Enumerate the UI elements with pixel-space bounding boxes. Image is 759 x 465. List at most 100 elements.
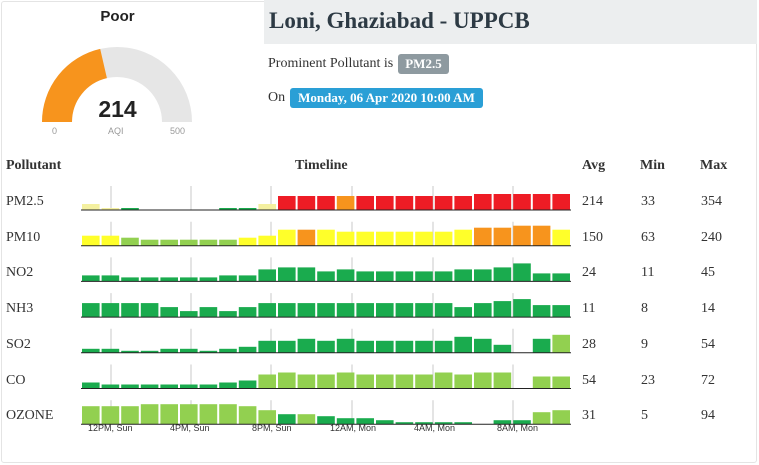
timeline-bar[interactable] xyxy=(238,237,257,246)
timeline-bar[interactable] xyxy=(278,372,296,389)
timeline-bar[interactable] xyxy=(532,225,551,246)
timeline-bar[interactable] xyxy=(121,237,139,246)
timeline-bar[interactable] xyxy=(199,384,218,389)
timeline-bar[interactable] xyxy=(82,275,100,282)
timeline-bar[interactable] xyxy=(180,348,198,353)
timeline-bar[interactable] xyxy=(238,208,257,210)
timeline-bar[interactable] xyxy=(297,338,316,353)
timeline-bar[interactable] xyxy=(199,307,218,318)
timeline-bar[interactable] xyxy=(415,374,433,389)
timeline-bar[interactable] xyxy=(493,344,512,353)
timeline-bar[interactable] xyxy=(356,303,374,318)
timeline-bar[interactable] xyxy=(434,231,453,246)
timeline-bar[interactable] xyxy=(219,382,237,389)
timeline-bar[interactable] xyxy=(552,334,570,353)
timeline-bar[interactable] xyxy=(552,410,570,425)
timeline-bar[interactable] xyxy=(532,305,551,318)
timeline-bar[interactable] xyxy=(258,374,276,389)
timeline-bar[interactable] xyxy=(474,338,492,353)
timeline-bar[interactable] xyxy=(82,348,100,353)
timeline-bar[interactable] xyxy=(199,404,218,425)
timeline-bar[interactable] xyxy=(238,380,257,389)
timeline-bar[interactable] xyxy=(317,340,335,353)
timeline-bar[interactable] xyxy=(180,277,198,282)
timeline-bar[interactable] xyxy=(82,204,100,210)
timeline-bar[interactable] xyxy=(552,305,570,318)
timeline-bar[interactable] xyxy=(317,303,335,318)
timeline-bar[interactable] xyxy=(160,348,178,353)
timeline-bar[interactable] xyxy=(356,231,374,246)
timeline-bar[interactable] xyxy=(258,269,276,282)
timeline-bar[interactable] xyxy=(140,350,159,353)
timeline-bar[interactable] xyxy=(278,340,296,353)
timeline-bar[interactable] xyxy=(317,374,335,389)
timeline-bar[interactable] xyxy=(199,277,218,282)
timeline-bar[interactable] xyxy=(180,311,198,318)
timeline-bar[interactable] xyxy=(219,208,237,210)
timeline-bar[interactable] xyxy=(121,406,139,425)
timeline-bar[interactable] xyxy=(180,384,198,389)
timeline-bar[interactable] xyxy=(513,263,531,282)
timeline-bar[interactable] xyxy=(101,303,120,318)
timeline-bar[interactable] xyxy=(317,196,335,210)
timeline-bar[interactable] xyxy=(376,231,394,246)
timeline-bar[interactable] xyxy=(160,239,178,246)
timeline-bar[interactable] xyxy=(82,406,100,425)
timeline-bar[interactable] xyxy=(493,227,512,246)
timeline-bar[interactable] xyxy=(219,404,237,425)
timeline-bar[interactable] xyxy=(160,307,178,318)
timeline-bar[interactable] xyxy=(180,404,198,425)
timeline-bar[interactable] xyxy=(493,194,512,210)
timeline-bar[interactable] xyxy=(82,382,100,389)
timeline-bar[interactable] xyxy=(552,273,570,282)
timeline-bar[interactable] xyxy=(395,231,414,246)
timeline-bar[interactable] xyxy=(258,410,276,425)
timeline-bar[interactable] xyxy=(160,277,178,282)
timeline-bar[interactable] xyxy=(415,422,433,425)
timeline-bar[interactable] xyxy=(434,303,453,318)
timeline-bar[interactable] xyxy=(376,303,394,318)
timeline-bar[interactable] xyxy=(434,271,453,282)
timeline-bar[interactable] xyxy=(356,418,374,425)
timeline-bar[interactable] xyxy=(395,340,414,353)
timeline-bar[interactable] xyxy=(434,196,453,210)
timeline-bar[interactable] xyxy=(258,204,276,210)
timeline-bar[interactable] xyxy=(101,208,120,210)
timeline-bar[interactable] xyxy=(121,350,139,353)
timeline-bar[interactable] xyxy=(297,267,316,282)
timeline-bar[interactable] xyxy=(454,374,472,389)
timeline-bar[interactable] xyxy=(278,267,296,282)
timeline-bar[interactable] xyxy=(336,303,355,318)
timeline-bar[interactable] xyxy=(532,412,551,425)
timeline-bar[interactable] xyxy=(140,404,159,425)
timeline-bar[interactable] xyxy=(474,269,492,282)
timeline-bar[interactable] xyxy=(454,422,472,425)
timeline-bar[interactable] xyxy=(434,340,453,353)
timeline-bar[interactable] xyxy=(336,372,355,389)
timeline-bar[interactable] xyxy=(552,194,570,210)
timeline-bar[interactable] xyxy=(454,196,472,210)
timeline-bar[interactable] xyxy=(278,414,296,425)
timeline-bar[interactable] xyxy=(336,231,355,246)
timeline-bar[interactable] xyxy=(121,208,139,210)
timeline-bar[interactable] xyxy=(238,346,257,353)
timeline-bar[interactable] xyxy=(454,269,472,282)
timeline-bar[interactable] xyxy=(219,348,237,353)
timeline-bar[interactable] xyxy=(513,299,531,318)
timeline-bar[interactable] xyxy=(238,275,257,282)
timeline-bar[interactable] xyxy=(297,374,316,389)
timeline-bar[interactable] xyxy=(395,374,414,389)
timeline-bar[interactable] xyxy=(140,303,159,318)
timeline-bar[interactable] xyxy=(199,350,218,353)
timeline-bar[interactable] xyxy=(493,301,512,318)
timeline-bar[interactable] xyxy=(336,418,355,425)
timeline-bar[interactable] xyxy=(297,303,316,318)
timeline-bar[interactable] xyxy=(278,229,296,246)
timeline-bar[interactable] xyxy=(532,338,551,353)
timeline-bar[interactable] xyxy=(356,271,374,282)
timeline-bar[interactable] xyxy=(101,275,120,282)
timeline-bar[interactable] xyxy=(199,239,218,246)
timeline-bar[interactable] xyxy=(532,273,551,282)
timeline-bar[interactable] xyxy=(317,416,335,425)
timeline-bar[interactable] xyxy=(532,194,551,210)
